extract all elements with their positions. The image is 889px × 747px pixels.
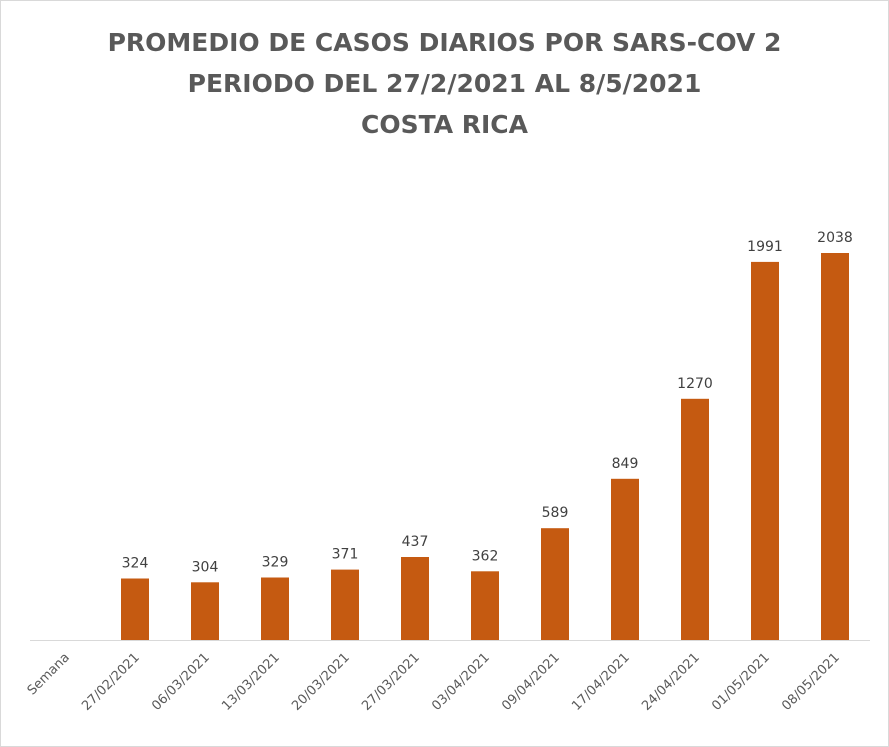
- data-label-01-05-2021: 1991: [747, 239, 783, 255]
- x-tick-label: 27/02/2021: [79, 650, 143, 714]
- data-label-20-03-2021: 371: [332, 547, 359, 563]
- value-labels-group: 324 304 329 371 437 362 589 849 1270 1991 2038: [122, 230, 853, 575]
- data-label-27-03-2021: 437: [402, 534, 429, 550]
- bar-01-05-2021: [751, 261, 779, 640]
- x-tick-label: 13/03/2021: [219, 650, 283, 714]
- data-label-27-02-2021: 324: [122, 556, 149, 572]
- x-tick-label: 24/04/2021: [639, 650, 703, 714]
- x-tick-label: 17/04/2021: [569, 650, 633, 714]
- bar-13-03-2021: [261, 577, 289, 640]
- chart-title-line-1: PROMEDIO DE CASOS DIARIOS POR SARS-COV 2: [107, 28, 782, 57]
- x-tick-label: 09/04/2021: [499, 650, 563, 714]
- bar-24-04-2021: [681, 398, 709, 640]
- bar-03-04-2021: [471, 571, 499, 640]
- chart-title-line-2: PERIODO DEL 27/2/2021 AL 8/5/2021: [187, 69, 702, 98]
- data-label-17-04-2021: 849: [612, 456, 639, 472]
- bar-27-03-2021: [401, 557, 429, 640]
- x-tick-labels-group: Semana 27/02/2021 06/03/2021 13/03/2021 20/0…: [25, 650, 843, 714]
- bar-17-04-2021: [611, 478, 639, 640]
- bar-27-02-2021: [121, 578, 149, 640]
- x-tick-label: 08/05/2021: [779, 650, 843, 714]
- x-tick-label: 06/03/2021: [149, 650, 213, 714]
- bar-08-05-2021: [821, 253, 849, 640]
- chart-title-line-3: COSTA RICA: [360, 110, 529, 139]
- bars-group: [121, 253, 849, 640]
- x-tick-label: 01/05/2021: [709, 650, 773, 714]
- data-label-24-04-2021: 1270: [677, 376, 713, 392]
- x-tick-label: 20/03/2021: [289, 650, 353, 714]
- bar-06-03-2021: [191, 582, 219, 640]
- chart-title: PROMEDIO DE CASOS DIARIOS POR SARS-COV 2…: [0, 22, 889, 145]
- data-label-03-04-2021: 362: [472, 548, 499, 564]
- data-label-09-04-2021: 589: [542, 505, 569, 521]
- bar-09-04-2021: [541, 528, 569, 640]
- data-label-13-03-2021: 329: [262, 555, 289, 571]
- data-label-06-03-2021: 304: [192, 559, 219, 575]
- data-label-08-05-2021: 2038: [817, 230, 853, 246]
- x-tick-label: Semana: [25, 650, 73, 698]
- bar-20-03-2021: [331, 569, 359, 640]
- x-tick-label: 27/03/2021: [359, 650, 423, 714]
- x-tick-label: 03/04/2021: [429, 650, 493, 714]
